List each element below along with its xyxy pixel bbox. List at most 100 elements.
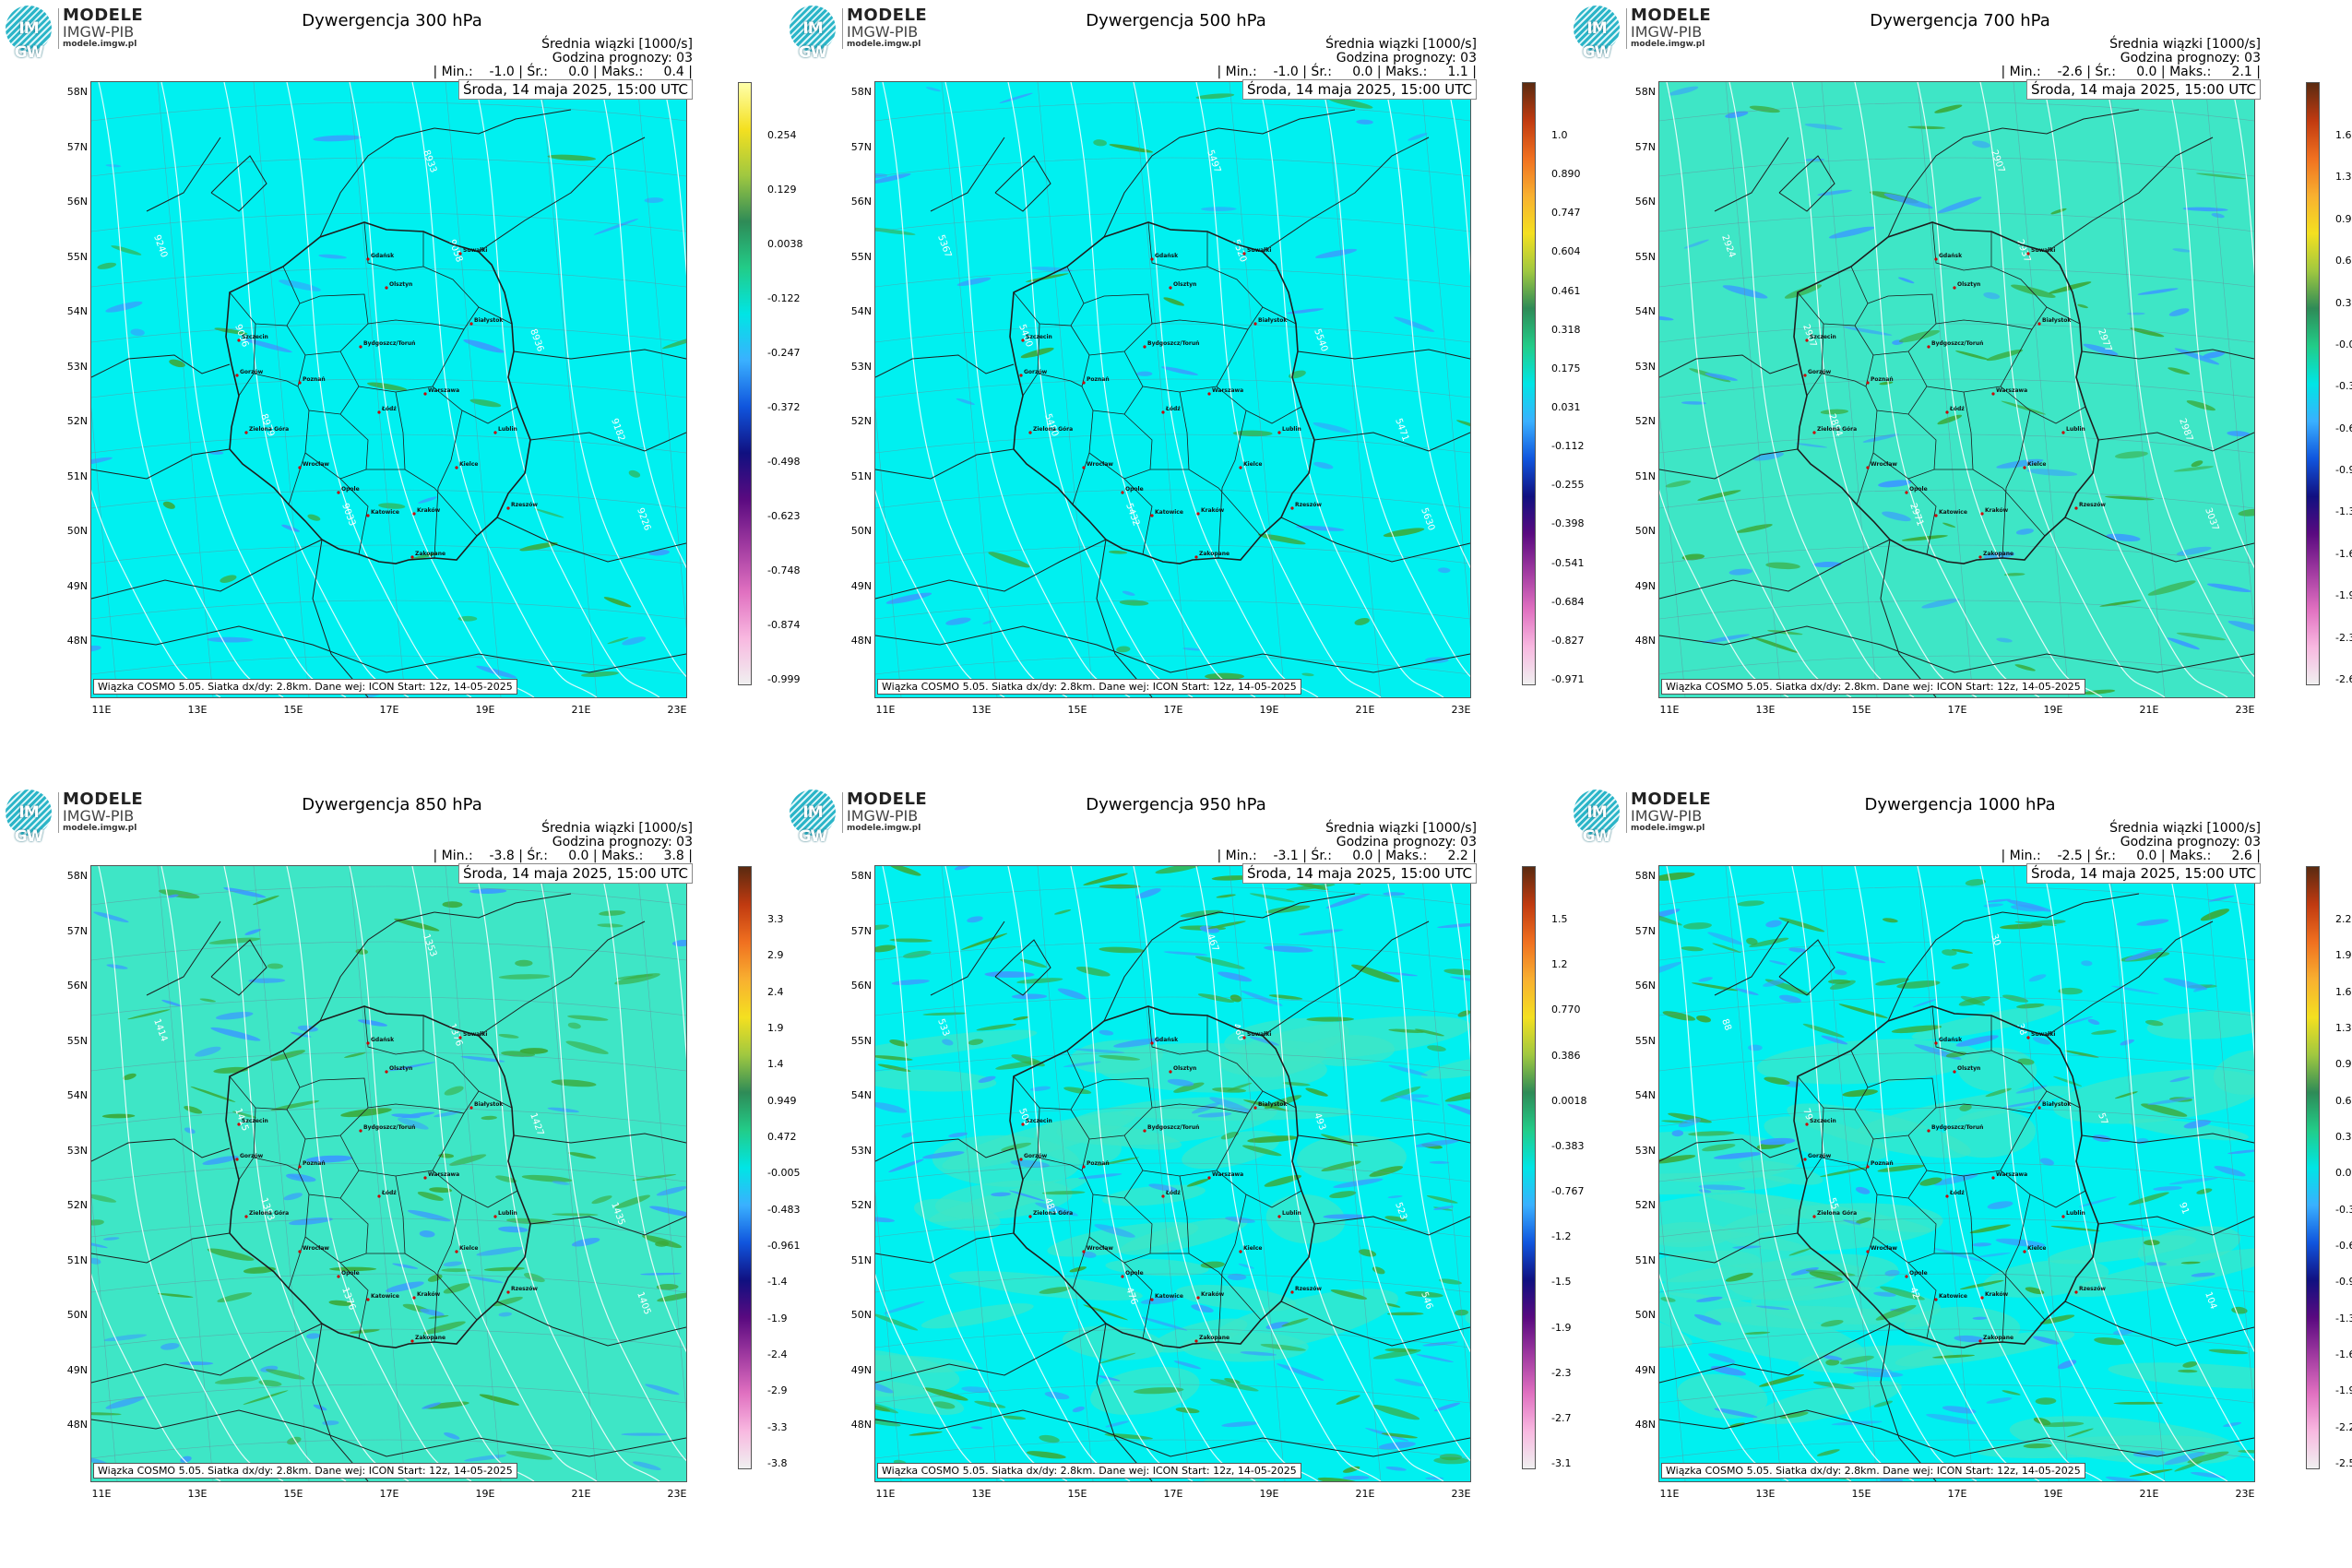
divergence-streak	[1699, 1189, 1712, 1194]
lat-label: 52N	[66, 1199, 88, 1211]
divergence-streak	[1942, 949, 1957, 956]
divergence-streak	[498, 974, 551, 980]
divergence-streak	[1317, 1477, 1361, 1481]
divergence-streak	[1109, 550, 1128, 554]
colorbar-tick: -0.483	[767, 1203, 801, 1216]
stats-line: | Min.: -3.8 | Śr.: 0.0 | Maks.: 3.8 |	[433, 849, 693, 863]
city-label: Łódź	[1165, 406, 1181, 412]
lat-label: 55N	[66, 250, 88, 263]
map-area[interactable]: 2977292429072894297129072937297729873037…	[1658, 81, 2255, 698]
divergence-streak	[162, 501, 175, 509]
city-label: Olsztyn	[1173, 281, 1196, 288]
region-border	[1150, 1253, 1262, 1321]
divergence-streak	[1200, 207, 1237, 211]
lat-label: 48N	[66, 635, 88, 647]
field-patch	[1659, 1229, 1823, 1270]
divergence-streak	[1393, 1095, 1441, 1106]
lat-label: 49N	[66, 1363, 88, 1376]
lon-label: 15E	[283, 704, 303, 716]
lon-label: 17E	[1163, 704, 1183, 716]
grid-line	[157, 866, 214, 1481]
lat-label: 54N	[850, 305, 872, 317]
divergence-streak	[1942, 1406, 1977, 1414]
city-marker	[1978, 555, 1982, 559]
city-label: Warszawa	[1212, 1171, 1243, 1178]
divergence-streak	[91, 457, 113, 467]
region-border	[1142, 1112, 1249, 1177]
grid-line	[1659, 544, 2254, 564]
divergence-streak	[1705, 373, 1738, 381]
divergence-streak	[388, 1062, 435, 1072]
country-border	[1793, 221, 2099, 564]
map-area[interactable]: 1344141414151393137613531376142714351405…	[90, 865, 687, 1482]
lon-label: 15E	[1851, 704, 1871, 716]
mean-label: Średnia wiązki [1000/s]	[2109, 37, 2261, 52]
field-patch	[934, 1180, 1073, 1220]
divergence-streak	[1883, 918, 1898, 923]
colorbar-tick: -0.541	[1551, 556, 1585, 569]
city-marker	[1143, 345, 1146, 349]
neighbour-border	[91, 448, 231, 480]
divergence-streak	[1437, 567, 1451, 574]
city-label: Łódź	[1949, 406, 1965, 412]
map-area[interactable]: 94887955423038579110476GdańskSuwałkiOlsz…	[1658, 865, 2255, 1482]
divergence-streak	[1313, 422, 1351, 434]
region-border	[1037, 1157, 1083, 1171]
city-label: Opole	[1125, 1270, 1144, 1277]
forecast-hour: Godzina prognozy: 03	[2120, 835, 2261, 849]
city-marker	[1082, 1165, 1086, 1169]
divergence-streak	[1287, 308, 1324, 315]
city-marker	[412, 1296, 416, 1300]
divergence-streak	[2087, 1018, 2100, 1025]
grid-line	[91, 489, 686, 509]
city-marker	[1934, 257, 1938, 261]
divergence-field: 546533505487476467460493523546505GdańskS…	[875, 866, 1470, 1481]
grid-line	[91, 212, 686, 232]
city-marker	[2026, 1036, 2030, 1039]
divergence-streak	[1075, 966, 1111, 977]
neighbour-border	[2046, 137, 2214, 253]
divergence-streak	[1804, 123, 1843, 130]
colorbar-tick: -0.005	[767, 1167, 801, 1180]
lat-label: 50N	[66, 1309, 88, 1321]
colorbar-tick: 0.012	[2335, 1167, 2352, 1180]
mean-label: Średnia wiązki [1000/s]	[2109, 821, 2261, 836]
city-marker	[1803, 1158, 1807, 1161]
divergence-streak	[1764, 1076, 1790, 1086]
city-marker	[1934, 1041, 1938, 1045]
lon-label: 11E	[1659, 704, 1680, 716]
neighbour-border	[1714, 137, 1789, 212]
divergence-streak	[2223, 1421, 2242, 1427]
lat-label: 53N	[1634, 360, 1656, 373]
divergence-streak	[1260, 1343, 1306, 1351]
divergence-streak	[253, 895, 279, 906]
height-contour	[411, 866, 598, 1481]
colorbar-tick: -0.307	[2335, 1203, 2352, 1216]
city-label: Bydgoszcz/Toruń	[363, 1124, 415, 1131]
divergence-streak	[2000, 923, 2043, 930]
city-marker	[410, 555, 414, 559]
divergence-streak	[1160, 366, 1199, 375]
divergence-streak	[2153, 1186, 2182, 1191]
divergence-streak	[2147, 1097, 2195, 1105]
divergence-streak	[1264, 1095, 1302, 1110]
city-label: Lublin	[1282, 426, 1301, 433]
city-label: Katowice	[1939, 509, 1967, 516]
colorbar-tick: 1.3	[2335, 171, 2352, 184]
divergence-streak	[956, 398, 975, 405]
city-marker	[2026, 252, 2030, 255]
divergence-streak	[1461, 1097, 1470, 1099]
grid-line	[91, 1273, 686, 1293]
city-marker	[1150, 1298, 1154, 1301]
map-area[interactable]: 546533505487476467460493523546505GdańskS…	[874, 865, 1471, 1482]
map-area[interactable]: 5392536754005480543254975520554054715630…	[874, 81, 1471, 698]
country-border	[1009, 1005, 1315, 1348]
divergence-streak	[1809, 1271, 1843, 1281]
divergence-streak	[377, 503, 406, 509]
city-label: Łódź	[1949, 1190, 1965, 1196]
divergence-streak	[401, 1111, 435, 1118]
map-area[interactable]: 9312924090968979903389339058893691829226…	[90, 81, 687, 698]
divergence-streak	[444, 1432, 460, 1440]
city-label: Suwałki	[2031, 247, 2055, 254]
lat-label: 55N	[1634, 1034, 1656, 1047]
